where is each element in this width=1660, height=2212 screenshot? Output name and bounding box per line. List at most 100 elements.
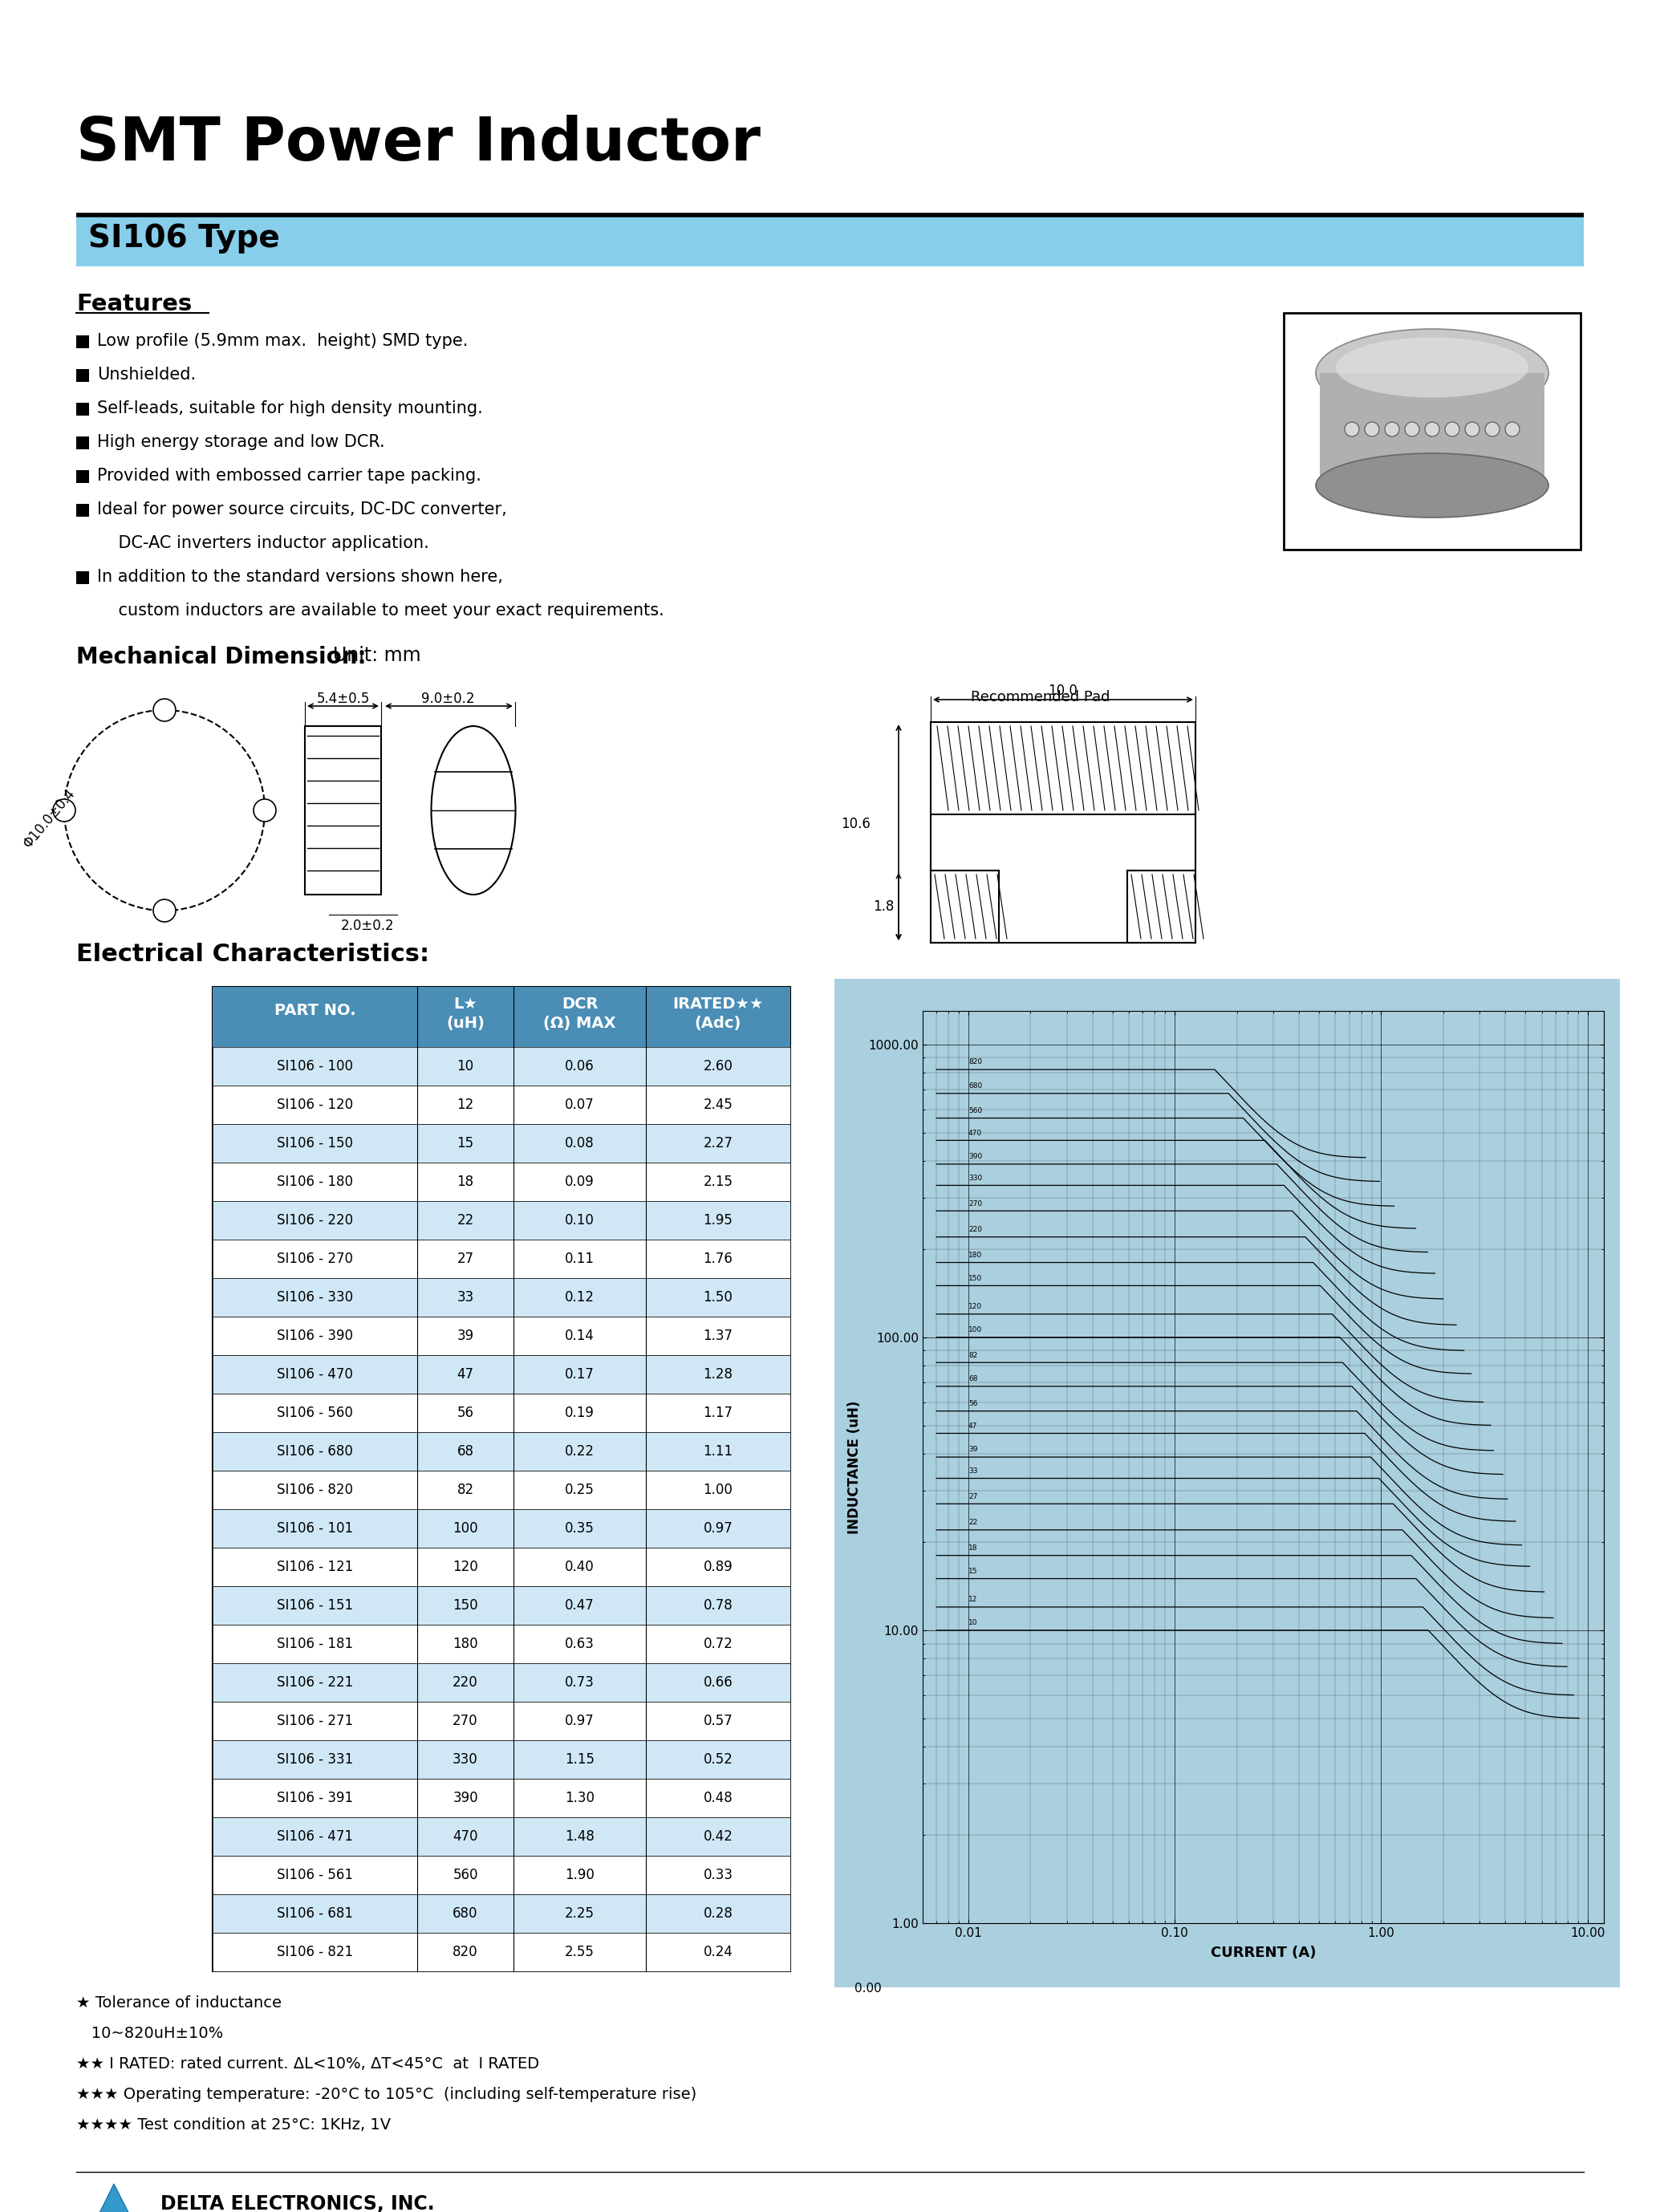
Polygon shape	[80, 2183, 148, 2212]
Text: 270: 270	[453, 1714, 478, 1728]
Bar	[76, 436, 90, 449]
Bar	[931, 721, 1195, 814]
Text: 0.42: 0.42	[704, 1829, 732, 1845]
Text: 390: 390	[968, 1152, 983, 1161]
Text: 1.28: 1.28	[704, 1367, 734, 1382]
Bar	[1283, 312, 1580, 549]
Text: 680: 680	[968, 1082, 983, 1091]
Text: 15: 15	[968, 1568, 978, 1575]
Text: (Ω) MAX: (Ω) MAX	[543, 1015, 616, 1031]
Text: 68: 68	[968, 1376, 978, 1382]
Text: DC-AC inverters inductor application.: DC-AC inverters inductor application.	[96, 535, 428, 551]
Bar	[212, 987, 790, 1971]
Text: Self-leads, suitable for high density mounting.: Self-leads, suitable for high density mo…	[96, 400, 483, 416]
Text: 0.47: 0.47	[564, 1599, 594, 1613]
Text: 0.35: 0.35	[564, 1522, 594, 1535]
Text: 0.97: 0.97	[704, 1522, 732, 1535]
Text: 2.60: 2.60	[704, 1060, 732, 1073]
Text: 820: 820	[453, 1944, 478, 1960]
Text: 150: 150	[968, 1274, 983, 1283]
Text: SI106 - 331: SI106 - 331	[277, 1752, 354, 1767]
Text: SI106 - 270: SI106 - 270	[277, 1252, 354, 1265]
Bar	[305, 726, 382, 894]
Text: 180: 180	[968, 1252, 983, 1259]
Circle shape	[1345, 422, 1360, 436]
Text: 1.11: 1.11	[704, 1444, 734, 1458]
Text: 0.17: 0.17	[564, 1367, 594, 1382]
Text: Low profile (5.9mm max.  height) SMD type.: Low profile (5.9mm max. height) SMD type…	[96, 334, 468, 349]
Text: 33: 33	[456, 1290, 473, 1305]
Text: SI106 Type: SI106 Type	[88, 223, 281, 254]
Text: 0.11: 0.11	[564, 1252, 594, 1265]
Text: 5.4±0.5: 5.4±0.5	[317, 692, 370, 706]
Text: 100: 100	[453, 1522, 478, 1535]
Circle shape	[1444, 422, 1459, 436]
Text: 0.72: 0.72	[704, 1637, 732, 1650]
Text: In addition to the standard versions shown here,: In addition to the standard versions sho…	[96, 568, 503, 584]
Text: 18: 18	[456, 1175, 473, 1190]
Text: 1.48: 1.48	[564, 1829, 594, 1845]
Text: SI106 - 680: SI106 - 680	[277, 1444, 354, 1458]
Ellipse shape	[1316, 330, 1549, 418]
Text: 0.12: 0.12	[564, 1290, 594, 1305]
Text: 1.95: 1.95	[704, 1212, 732, 1228]
Text: 560: 560	[453, 1867, 478, 1882]
Bar	[212, 1778, 790, 1818]
Text: 0.24: 0.24	[704, 1944, 732, 1960]
Bar	[212, 987, 790, 1046]
Text: Unit: mm: Unit: mm	[334, 646, 422, 666]
Text: SI106 - 181: SI106 - 181	[277, 1637, 354, 1650]
Text: SI106 - 150: SI106 - 150	[277, 1137, 354, 1150]
Circle shape	[153, 699, 176, 721]
Text: 0.57: 0.57	[704, 1714, 732, 1728]
Text: DCR: DCR	[561, 995, 598, 1011]
Circle shape	[254, 799, 276, 821]
Text: SI106 - 561: SI106 - 561	[277, 1867, 354, 1882]
Text: 12: 12	[968, 1597, 978, 1604]
Text: 2.45: 2.45	[704, 1097, 732, 1113]
Bar	[212, 1893, 790, 1933]
Text: 0.28: 0.28	[704, 1907, 732, 1920]
Text: SI106 - 560: SI106 - 560	[277, 1405, 354, 1420]
Text: 0.19: 0.19	[564, 1405, 594, 1420]
Text: SI106 - 330: SI106 - 330	[277, 1290, 354, 1305]
Text: 0.78: 0.78	[704, 1599, 732, 1613]
Text: 39: 39	[968, 1447, 978, 1453]
Text: (uH): (uH)	[447, 1015, 485, 1031]
Text: 330: 330	[968, 1175, 983, 1181]
Text: 2.55: 2.55	[564, 1944, 594, 1960]
Text: SI106 - 271: SI106 - 271	[277, 1714, 354, 1728]
Text: 330: 330	[453, 1752, 478, 1767]
X-axis label: CURRENT (A): CURRENT (A)	[1210, 1947, 1316, 1960]
Circle shape	[1486, 422, 1499, 436]
Text: 22: 22	[968, 1520, 978, 1526]
Circle shape	[1506, 422, 1519, 436]
Text: 1.37: 1.37	[704, 1329, 734, 1343]
Bar	[1127, 872, 1195, 942]
Bar	[76, 369, 90, 383]
Text: 27: 27	[968, 1493, 978, 1500]
Text: 33: 33	[968, 1467, 978, 1475]
Text: 2.0±0.2: 2.0±0.2	[340, 918, 395, 933]
Text: SI106 - 390: SI106 - 390	[277, 1329, 354, 1343]
Bar	[212, 1624, 790, 1663]
Text: Mechanical Dimension:: Mechanical Dimension:	[76, 646, 367, 668]
Text: PART NO.: PART NO.	[274, 1002, 355, 1018]
Text: 0.06: 0.06	[564, 1060, 594, 1073]
Text: SI106 - 681: SI106 - 681	[277, 1907, 354, 1920]
Bar	[76, 571, 90, 584]
Text: SMT Power Inductor: SMT Power Inductor	[76, 115, 760, 173]
Text: ★★★ Operating temperature: -20°C to 105°C  (including self-temperature rise): ★★★ Operating temperature: -20°C to 105°…	[76, 2086, 697, 2101]
Text: 1.50: 1.50	[704, 1290, 732, 1305]
Text: 39: 39	[456, 1329, 473, 1343]
Text: 1.17: 1.17	[704, 1405, 734, 1420]
Bar	[212, 1818, 790, 1856]
Text: 56: 56	[456, 1405, 473, 1420]
Bar	[212, 1201, 790, 1239]
Text: Electrical Characteristics:: Electrical Characteristics:	[76, 942, 430, 967]
Circle shape	[1466, 422, 1479, 436]
Text: 0.07: 0.07	[564, 1097, 594, 1113]
Text: 0.48: 0.48	[704, 1792, 732, 1805]
Text: 1.90: 1.90	[564, 1867, 594, 1882]
Bar	[212, 1046, 790, 1086]
